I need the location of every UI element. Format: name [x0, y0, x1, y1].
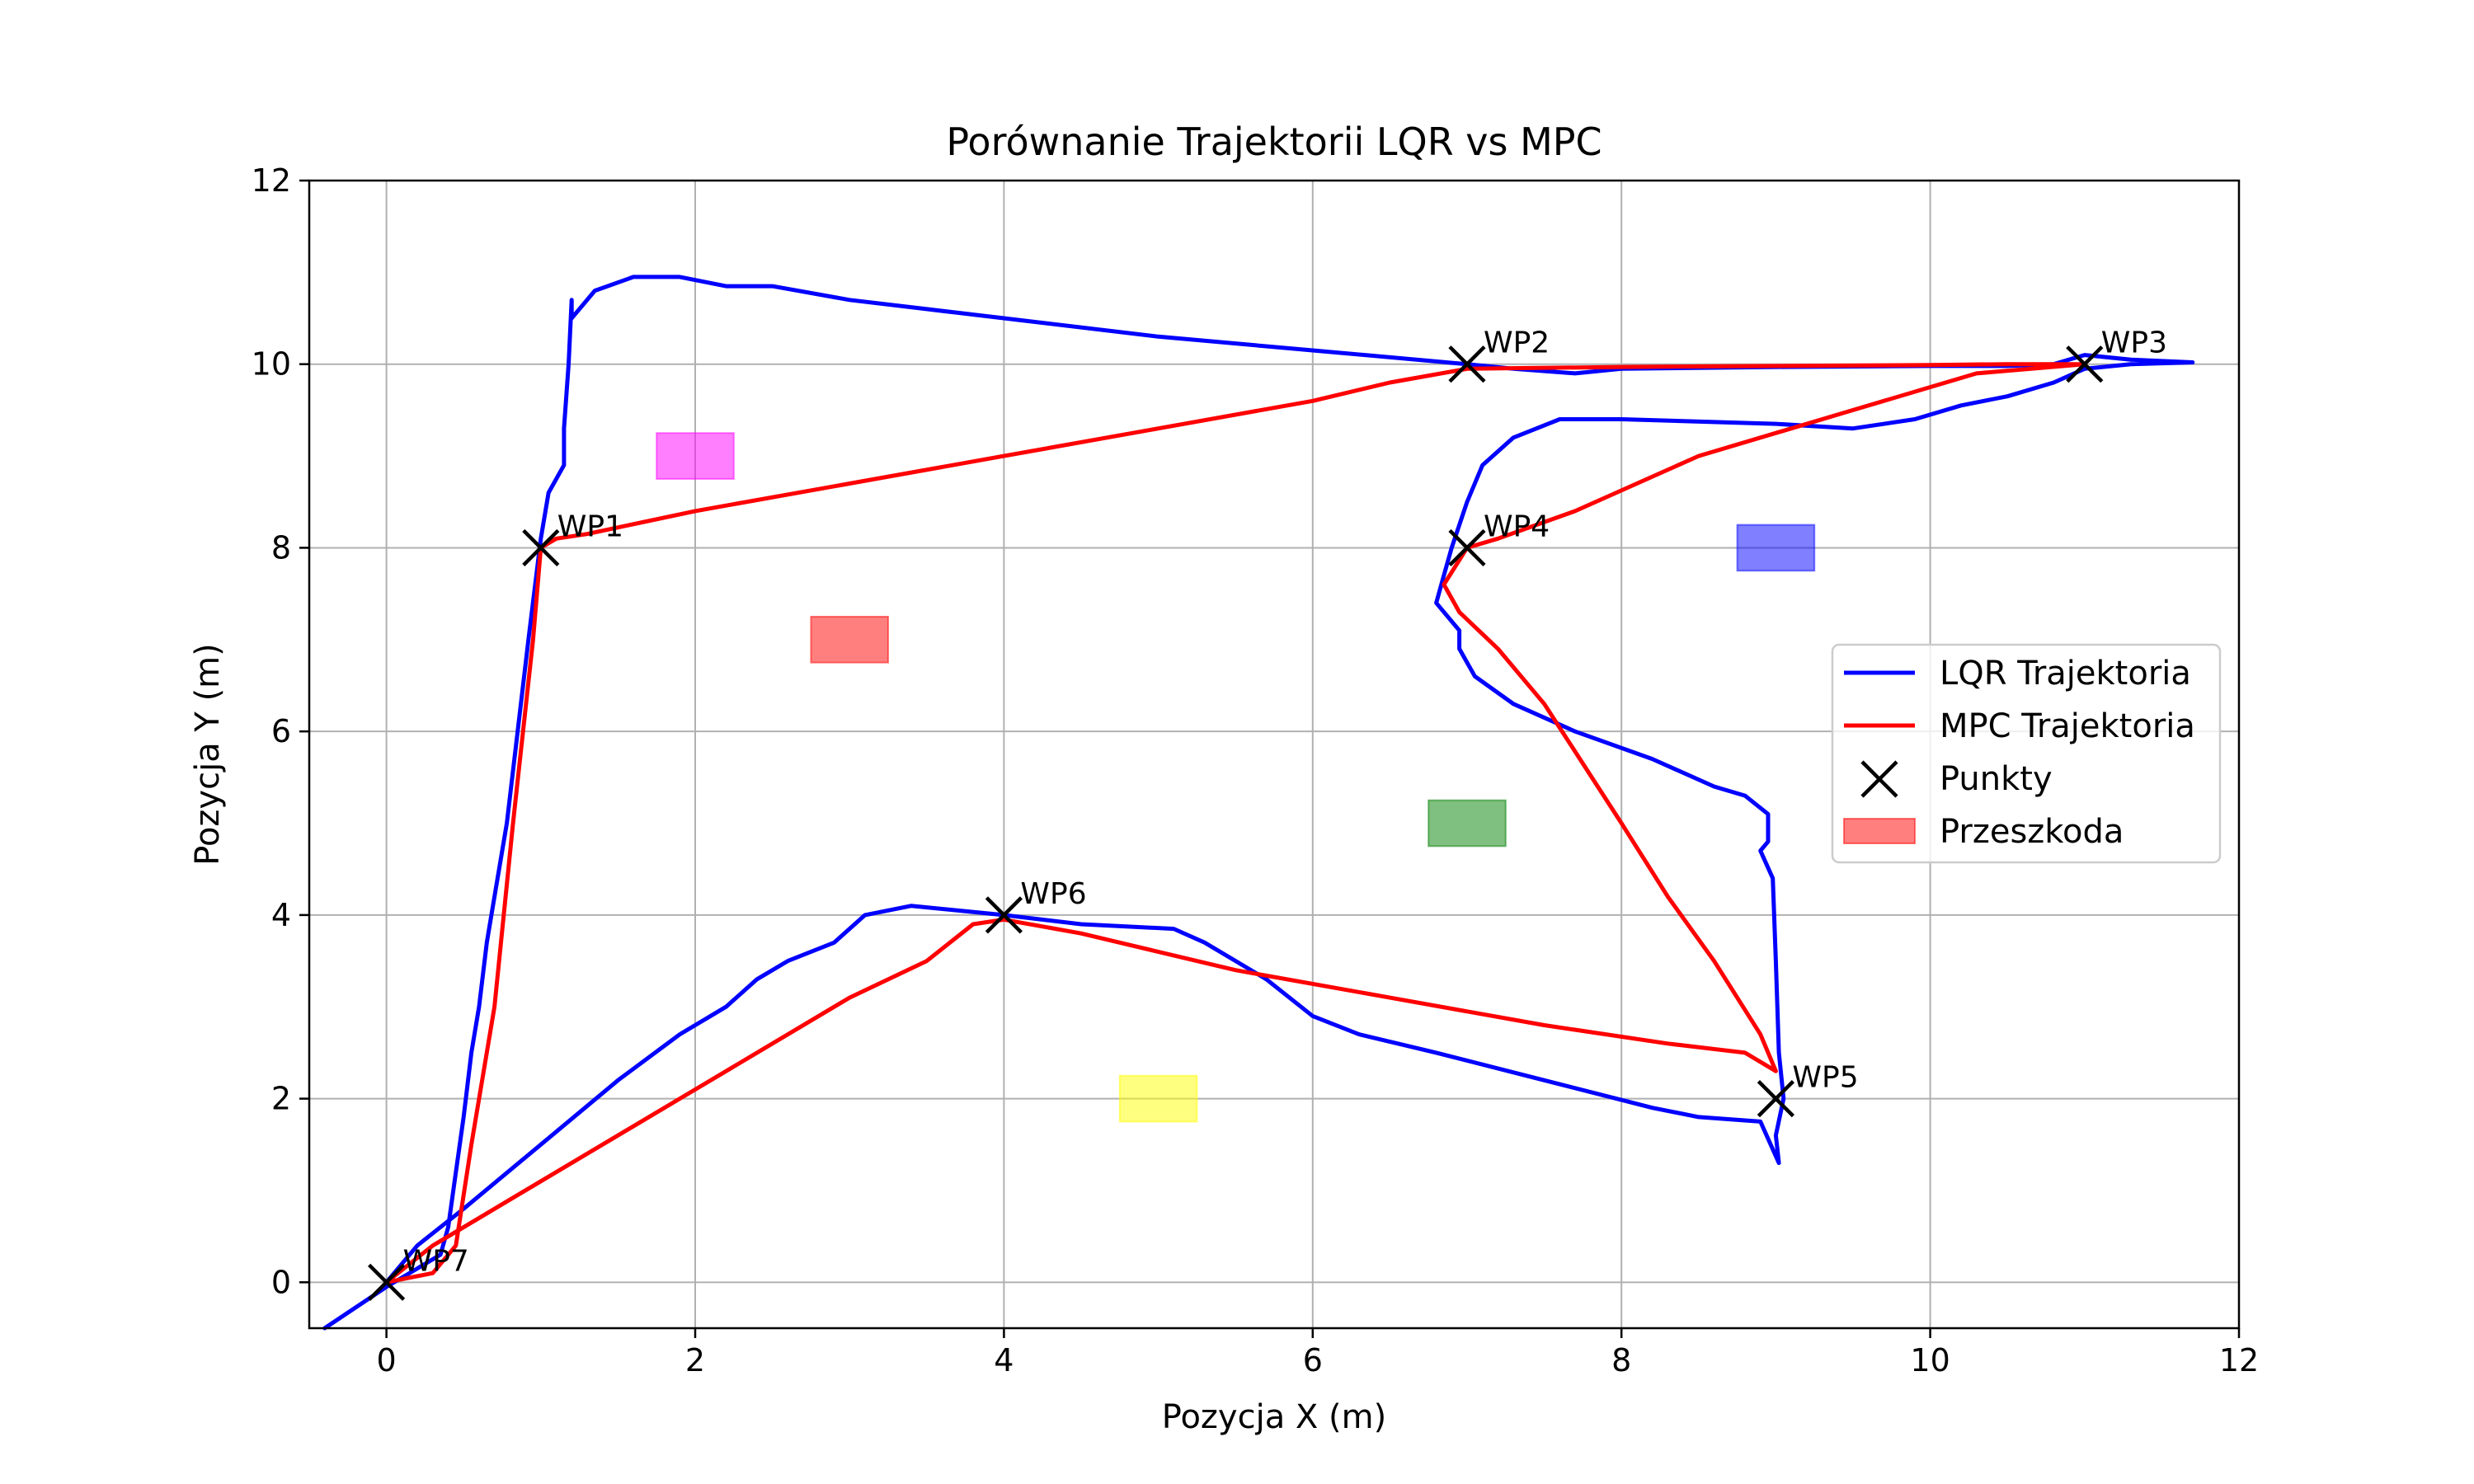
series-lines — [322, 275, 2195, 1331]
obstacle-rect — [810, 615, 890, 664]
waypoint-marker — [985, 896, 1023, 934]
obstacle-rect — [1427, 799, 1507, 848]
y-tick-label: 8 — [271, 529, 291, 566]
waypoint-marker — [1448, 345, 1486, 383]
y-axis-label: Pozycja Y (m) — [189, 643, 227, 866]
obstacle-rect — [1736, 524, 1816, 572]
waypoint-label: WP3 — [2101, 326, 2167, 360]
waypoint-marker — [1448, 528, 1486, 567]
waypoint-marker — [1757, 1080, 1794, 1118]
obstacles — [656, 432, 1816, 1123]
y-tick-label: 0 — [271, 1264, 291, 1300]
waypoint-label: WP5 — [1792, 1061, 1858, 1095]
y-tick-label: 6 — [271, 713, 291, 749]
x-tick-label: 2 — [685, 1342, 705, 1378]
waypoint-label: WP4 — [1484, 510, 1550, 543]
x-tick-label: 0 — [377, 1342, 397, 1378]
obstacle-rect — [656, 432, 735, 480]
waypoint-label: WP2 — [1484, 326, 1550, 360]
x-axis-label: Pozycja X (m) — [1162, 1398, 1386, 1436]
x-tick-label: 10 — [1910, 1342, 1950, 1378]
legend-waypoint-marker — [1860, 760, 1898, 798]
x-tick-label: 12 — [2219, 1342, 2259, 1378]
x-tick-label: 4 — [994, 1342, 1014, 1378]
waypoint-marker — [2066, 345, 2104, 383]
lqr-trajectory-line — [322, 275, 2195, 1331]
legend-mpc-label: MPC Trajektoria — [1940, 707, 2195, 745]
y-tick-label: 10 — [252, 346, 291, 383]
legend-box — [1831, 643, 2222, 864]
y-tick-label: 4 — [271, 897, 291, 933]
y-tick-label: 2 — [271, 1081, 291, 1117]
y-tick-label: 12 — [252, 162, 291, 199]
obstacle-rect — [1118, 1074, 1198, 1123]
waypoint-label: WP7 — [403, 1244, 469, 1278]
plot-frame — [308, 179, 2241, 1330]
waypoint-marker — [368, 1263, 406, 1301]
legend-obstacle-label: Przeszkoda — [1940, 813, 2124, 851]
waypoint-label: WP1 — [557, 510, 623, 543]
x-tick-label: 8 — [1611, 1342, 1631, 1378]
legend: LQR Trajektoria MPC Trajektoria Punkty P… — [1831, 643, 2222, 864]
waypoint-marker — [522, 528, 560, 567]
axis-ticks: 0 2 4 6 8 10 12 0 2 4 6 8 10 12 — [252, 162, 2260, 1378]
chart-title: Porównanie Trajektorii LQR vs MPC — [946, 120, 1602, 164]
mpc-trajectory-line — [384, 362, 2087, 1284]
x-tick-label: 6 — [1303, 1342, 1323, 1378]
waypoint-label: WP6 — [1020, 877, 1086, 911]
waypoint-markers: WP1 WP2 WP3 WP4 WP5 WP6 WP7 — [368, 326, 2167, 1301]
legend-lqr-label: LQR Trajektoria — [1940, 655, 2191, 693]
legend-waypoint-label: Punkty — [1940, 760, 2053, 798]
legend-obstacle-swatch — [1843, 818, 1916, 844]
